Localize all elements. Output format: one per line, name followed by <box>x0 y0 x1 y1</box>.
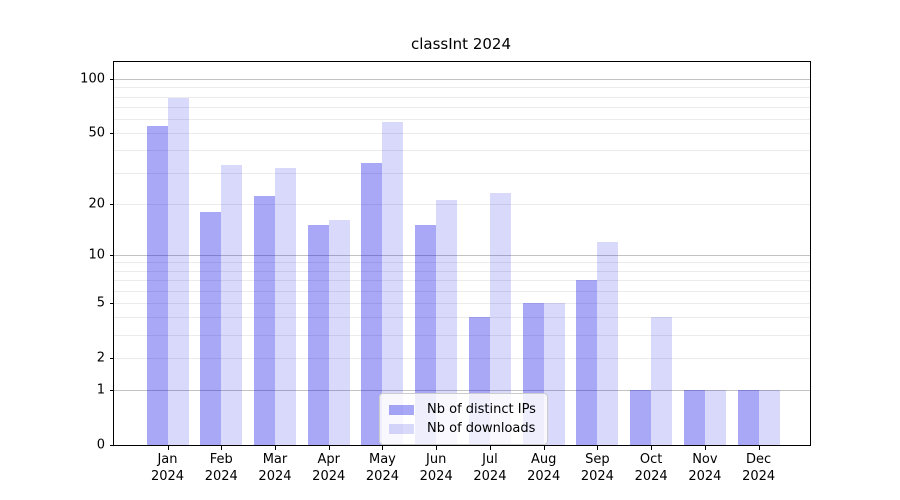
gridline-minor-40 <box>114 150 810 152</box>
y-tick-mark-2 <box>110 357 114 359</box>
gridline-minor-90 <box>114 87 810 89</box>
gridline-minor-4 <box>114 317 810 319</box>
bar-distinct-ips-may <box>361 163 383 445</box>
bar-downloads-aug <box>543 302 565 445</box>
y-tick-mark-50 <box>110 133 114 135</box>
gridline-minor-9 <box>114 262 810 264</box>
bar-downloads-apr <box>328 220 350 445</box>
x-tick-mark-mar <box>274 445 276 450</box>
y-tick-label-10: 10 <box>88 247 105 263</box>
x-tick-mark-may <box>382 445 384 450</box>
y-tick-mark-0 <box>110 445 114 446</box>
gridline-minor-5 <box>114 302 810 304</box>
gridline-minor-6 <box>114 290 810 292</box>
x-tick-mark-oct <box>651 445 653 450</box>
gridline-major-100 <box>114 79 810 80</box>
bar-distinct-ips-jun <box>415 225 437 445</box>
bar-distinct-ips-feb <box>200 211 222 445</box>
y-tick-label-5: 5 <box>96 295 105 311</box>
bar-downloads-dec <box>758 390 780 445</box>
bar-distinct-ips-jan <box>146 125 168 445</box>
x-tick-label-mar: Mar 2024 <box>258 452 292 484</box>
gridline-minor-8 <box>114 270 810 272</box>
bar-downloads-jul <box>489 192 511 445</box>
legend-label-distinct-ips: Nb of distinct IPs <box>427 402 536 417</box>
legend-item-distinct-ips: Nb of distinct IPs <box>389 400 536 419</box>
x-tick-mark-jun <box>436 445 438 450</box>
gridline-minor-20 <box>114 203 810 205</box>
legend-swatch-downloads <box>389 423 414 434</box>
legend-label-downloads: Nb of downloads <box>427 421 536 436</box>
y-tick-mark-5 <box>110 302 114 304</box>
plot-area: Nb of distinct IPs Nb of downloads 0 1 2 5 1… <box>80 61 811 484</box>
gridline-minor-60 <box>114 118 810 120</box>
legend: Nb of distinct IPs Nb of downloads <box>379 393 548 445</box>
y-tick-label-100: 100 <box>80 71 105 87</box>
bar-downloads-jan <box>167 98 189 445</box>
y-tick-label-50: 50 <box>88 125 105 141</box>
gridline-major-1 <box>114 390 810 392</box>
bar-distinct-ips-apr <box>307 225 329 445</box>
gridline-minor-2 <box>114 357 810 359</box>
y-tick-mark-10 <box>110 254 114 256</box>
bar-downloads-may <box>382 121 404 445</box>
x-tick-mark-jan <box>167 445 169 450</box>
x-tick-mark-jul <box>489 445 491 450</box>
bar-downloads-sep <box>597 241 619 445</box>
y-tick-label-0: 0 <box>96 437 105 453</box>
bar-distinct-ips-dec <box>737 390 759 445</box>
x-tick-mark-aug <box>543 445 545 450</box>
y-tick-label-2: 2 <box>96 350 105 366</box>
y-tick-label-20: 20 <box>88 196 105 212</box>
x-tick-mark-feb <box>221 445 223 450</box>
gridline-major-10 <box>114 254 810 256</box>
x-tick-label-apr: Apr 2024 <box>312 452 346 484</box>
x-tick-mark-apr <box>328 445 330 450</box>
x-tick-label-aug: Aug 2024 <box>527 452 561 484</box>
bar-distinct-ips-mar <box>253 196 275 445</box>
y-tick-mark-20 <box>110 203 114 205</box>
x-tick-label-oct: Oct 2024 <box>634 452 668 484</box>
x-tick-mark-sep <box>597 445 599 450</box>
bar-downloads-mar <box>274 167 296 445</box>
bar-downloads-feb <box>221 165 243 445</box>
chart-title: classInt 2024 <box>411 35 511 53</box>
x-tick-label-feb: Feb 2024 <box>204 452 238 484</box>
x-tick-label-jun: Jun 2024 <box>419 452 453 484</box>
legend-item-downloads: Nb of downloads <box>389 419 536 438</box>
x-tick-mark-dec <box>758 445 760 450</box>
x-tick-label-jul: Jul 2024 <box>473 452 507 484</box>
bar-distinct-ips-nov <box>683 390 705 445</box>
bar-downloads-nov <box>704 390 726 445</box>
gridline-minor-80 <box>114 96 810 98</box>
gridline-minor-7 <box>114 280 810 282</box>
bar-downloads-jun <box>436 199 458 445</box>
x-tick-label-sep: Sep 2024 <box>580 452 614 484</box>
bar-downloads-oct <box>651 317 673 445</box>
gridline-minor-50 <box>114 133 810 135</box>
gridline-minor-70 <box>114 106 810 108</box>
x-tick-label-dec: Dec 2024 <box>742 452 776 484</box>
x-tick-label-jan: Jan 2024 <box>150 452 185 484</box>
x-tick-mark-nov <box>704 445 706 450</box>
x-tick-label-may: May 2024 <box>365 452 399 484</box>
legend-swatch-distinct-ips <box>389 404 414 415</box>
gridline-minor-30 <box>114 172 810 174</box>
bar-distinct-ips-oct <box>630 390 652 445</box>
gridline-minor-3 <box>114 335 810 337</box>
bar-distinct-ips-sep <box>576 280 598 445</box>
y-tick-label-1: 1 <box>96 382 105 398</box>
y-tick-mark-1 <box>110 390 114 392</box>
x-tick-label-nov: Nov 2024 <box>688 452 722 484</box>
y-tick-mark-100 <box>110 79 114 80</box>
